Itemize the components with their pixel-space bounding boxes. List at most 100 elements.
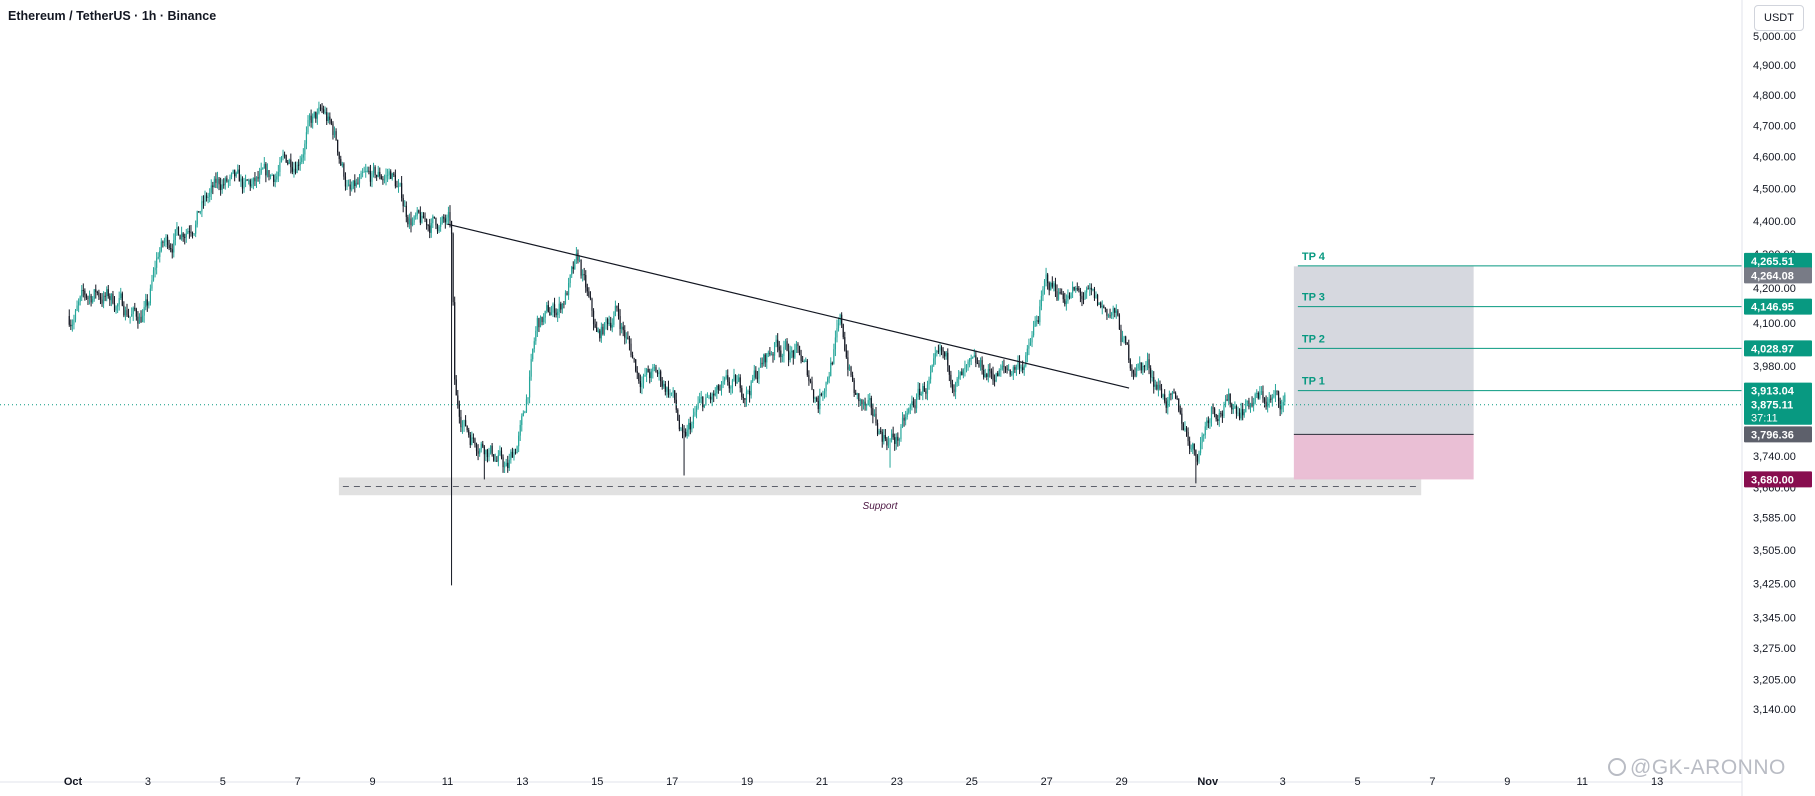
candle — [424, 212, 426, 223]
candle-body — [244, 179, 247, 182]
candle-body — [157, 256, 159, 259]
candle — [753, 364, 755, 381]
candle — [894, 433, 896, 451]
candle — [890, 429, 893, 443]
candle — [660, 369, 662, 387]
candle — [713, 390, 715, 403]
candle — [553, 297, 556, 318]
candle — [440, 217, 442, 232]
candle — [989, 363, 991, 378]
candle-body — [382, 179, 384, 181]
candle — [1078, 285, 1080, 293]
candle-body — [1167, 399, 1169, 408]
time-tick-label: 3 — [1280, 776, 1286, 788]
candle-body — [535, 330, 537, 342]
candle — [706, 392, 709, 398]
candle — [329, 112, 331, 125]
candle-body — [795, 344, 798, 350]
candle-body — [1274, 390, 1277, 395]
candle — [93, 288, 95, 302]
candle-body — [917, 388, 919, 397]
candle — [1079, 287, 1082, 303]
candle-body — [970, 357, 972, 359]
candle — [454, 296, 456, 385]
price-badge: 3,913.04 — [1744, 382, 1812, 399]
candle — [1056, 284, 1058, 301]
candle-body — [1012, 367, 1014, 375]
candle-body — [920, 393, 922, 395]
candle — [1062, 291, 1064, 303]
candle-body — [377, 171, 379, 177]
candle-body — [853, 380, 855, 393]
candle — [819, 388, 821, 415]
candle-body — [112, 293, 114, 304]
candle-body — [873, 413, 876, 417]
candle-body — [724, 377, 726, 382]
candle-body — [569, 274, 571, 284]
candle-body — [683, 431, 685, 433]
candle-body — [919, 388, 921, 395]
candle-body — [369, 171, 372, 182]
candle-body — [845, 350, 847, 358]
candle — [143, 300, 145, 323]
candle-body — [694, 411, 696, 416]
candle-body — [302, 154, 304, 158]
candle-body — [120, 293, 122, 299]
candle — [816, 396, 818, 402]
candle-body — [408, 218, 411, 225]
candle — [166, 234, 169, 250]
candle-body — [900, 426, 902, 440]
candle — [936, 349, 938, 357]
candle-body — [435, 217, 437, 226]
candle — [1162, 393, 1164, 400]
candle — [600, 322, 602, 343]
candle-body — [177, 227, 180, 236]
candle — [84, 288, 86, 301]
candle-body — [926, 384, 929, 394]
candle-body — [479, 449, 481, 454]
candle-body — [277, 171, 279, 177]
candle-body — [416, 210, 418, 216]
candle — [209, 188, 211, 203]
candle — [259, 167, 261, 184]
price-tick-label: 3,585.00 — [1753, 512, 1796, 524]
candle-body — [646, 369, 648, 375]
price-tick-label: 4,900.00 — [1753, 60, 1796, 72]
candle — [602, 323, 604, 336]
candle — [925, 388, 927, 400]
candle-body — [113, 303, 116, 311]
candle-body — [525, 399, 528, 412]
candle — [1031, 331, 1033, 348]
candle-body — [493, 454, 495, 461]
candle-body — [131, 314, 133, 317]
candle-body — [561, 303, 563, 310]
candle-body — [578, 259, 581, 261]
candle-body — [925, 391, 927, 394]
candle — [1089, 283, 1091, 296]
candle — [1145, 361, 1147, 371]
candle — [552, 302, 554, 317]
candle — [1164, 389, 1166, 404]
candle — [1140, 362, 1142, 374]
candle-body — [819, 394, 821, 410]
candle-body — [76, 305, 78, 311]
candle — [444, 214, 446, 229]
candle — [725, 370, 727, 380]
candle-body — [848, 366, 851, 370]
candle — [195, 220, 197, 238]
currency-button[interactable]: USDT — [1754, 5, 1804, 31]
candle — [928, 376, 930, 390]
candle-body — [674, 390, 676, 400]
candle-body — [1178, 398, 1180, 411]
candle-body — [383, 178, 386, 181]
candle-body — [74, 310, 77, 320]
candle — [700, 390, 702, 404]
candle-body — [550, 312, 553, 316]
candle — [340, 155, 342, 167]
candle-body — [1103, 306, 1105, 308]
candle-body — [355, 182, 357, 187]
candle-body — [1061, 293, 1063, 295]
candle — [188, 225, 191, 239]
candle — [878, 428, 880, 435]
